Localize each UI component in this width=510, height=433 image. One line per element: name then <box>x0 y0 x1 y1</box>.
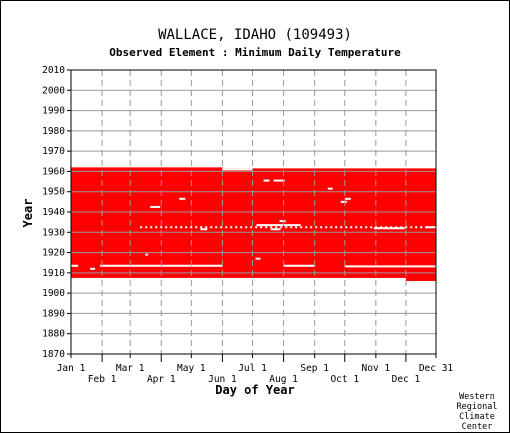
y-tick-label-1990: 1990 <box>42 106 65 117</box>
x-tick-label-apr-1: Apr 1 <box>147 374 176 385</box>
x-tick-label-sep-1: Sep 1 <box>300 363 329 374</box>
x-tick-label-dec-31: Dec 31 <box>419 363 454 374</box>
y-tick-label-1920: 1920 <box>42 248 65 259</box>
x-tick-label-nov-1: Nov 1 <box>362 363 391 374</box>
credit-line-1: Western <box>459 392 495 402</box>
x-tick-label-jun-1: Jun 1 <box>208 374 237 385</box>
y-tick-label-1880: 1880 <box>42 329 65 340</box>
x-tick-label-dec-1: Dec 1 <box>392 374 421 385</box>
y-tick-label-1950: 1950 <box>42 187 65 198</box>
x-tick-label-jul-1: Jul 1 <box>238 363 267 374</box>
data-layer <box>71 167 436 281</box>
x-tick-label-may-1: May 1 <box>177 363 206 374</box>
chart-subtitle: Observed Element : Minimum Daily Tempera… <box>109 46 401 59</box>
y-tick-label-1890: 1890 <box>42 308 65 319</box>
tick-layer: 1870 1880 1890 1900 1910 1920 1930 1940 1950 1960… <box>42 65 453 385</box>
y-tick-label-2010: 2010 <box>42 65 65 76</box>
y-tick-label-1960: 1960 <box>42 166 65 177</box>
x-tick-label-oct-1: Oct 1 <box>330 374 359 385</box>
x-tick-label-aug-1: Aug 1 <box>269 374 298 385</box>
grid-layer <box>71 69 436 355</box>
y-tick-label-1940: 1940 <box>42 207 65 218</box>
y-tick-label-1910: 1910 <box>42 268 65 279</box>
credit-line-3: Climate <box>459 412 495 422</box>
y-tick-label-2000: 2000 <box>42 85 65 96</box>
chart-title: WALLACE, IDAHO (109493) <box>158 27 352 43</box>
y-tick-label-1970: 1970 <box>42 146 65 157</box>
observed-block-2 <box>405 168 436 281</box>
y-tick-label-1900: 1900 <box>42 288 65 299</box>
x-axis-title: Day of Year <box>215 383 294 397</box>
y-tick-label-1980: 1980 <box>42 126 65 137</box>
x-tick-label-feb-1: Feb 1 <box>88 374 117 385</box>
y-tick-label-1870: 1870 <box>42 349 65 360</box>
x-tick-label-jan-1: Jan 1 <box>57 363 86 374</box>
credit-line-4: Center <box>462 422 493 432</box>
y-tick-label-1930: 1930 <box>42 227 65 238</box>
observed-block-0 <box>71 167 223 278</box>
y-axis-title: Year <box>21 199 35 228</box>
x-tick-label-mar-1: Mar 1 <box>116 363 145 374</box>
observed-block-1 <box>222 168 406 278</box>
credit-line-2: Regional <box>457 402 498 412</box>
